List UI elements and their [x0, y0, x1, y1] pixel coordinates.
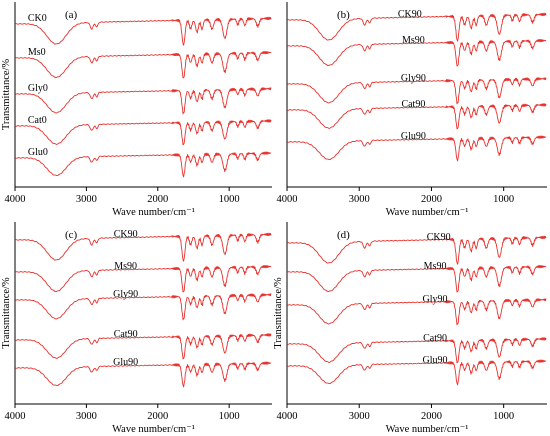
spectrum-line [287, 77, 547, 105]
series-label: Ms90 [402, 35, 425, 46]
spectrum-line [15, 264, 272, 293]
x-axis-label: Wave number/cm⁻¹ [386, 207, 469, 218]
series-label: CK90 [398, 9, 422, 20]
series-label: CK0 [28, 13, 47, 24]
series-label: Ms0 [28, 47, 46, 58]
x-tick-label: 1000 [493, 194, 514, 205]
series-label: Ms90 [114, 261, 137, 272]
spectrum-line [287, 135, 547, 162]
x-tick-label: 4000 [5, 411, 26, 422]
axis-lines [286, 222, 547, 405]
series-label: Glu90 [423, 355, 448, 366]
axis-lines [14, 222, 272, 405]
spectrum-line [15, 50, 272, 79]
spectrum-line [287, 359, 547, 386]
chart-panel-1: 4000 3000 2000 1000 Wave number/cm⁻¹ Transmit… [1, 2, 272, 218]
x-tick-label: 3000 [76, 194, 97, 205]
series-label: Cat0 [28, 115, 47, 126]
x-axis-label: Wave number/cm⁻¹ [386, 424, 469, 435]
x-tick-label: 2000 [421, 411, 442, 422]
series-label: Gly90 [423, 294, 448, 305]
series-label: Glu90 [401, 131, 426, 142]
spectrum-line [287, 337, 547, 364]
series-label: Gly90 [113, 289, 138, 300]
series-label: CK90 [427, 232, 451, 243]
chart-panel-4: 4000 3000 2000 1000 Wave number/cm⁻¹ Transmit… [273, 222, 547, 435]
series-label: Cat90 [401, 99, 425, 110]
spectrum-line [287, 264, 547, 293]
x-tick-label: 1000 [493, 411, 514, 422]
x-tick-label: 2000 [421, 194, 442, 205]
x-tick-label: 4000 [277, 411, 298, 422]
spectrum-line [287, 298, 547, 326]
series-label: Glu0 [28, 147, 48, 158]
spectrum-line [15, 232, 272, 262]
spectrum-line [15, 16, 272, 46]
panel-label: (d) [337, 229, 350, 241]
spectrum-line [15, 293, 272, 321]
x-tick-label: 4000 [5, 194, 26, 205]
axis-lines [14, 2, 272, 188]
x-tick-label: 3000 [76, 411, 97, 422]
x-tick-label: 1000 [219, 194, 240, 205]
spectrum-line [15, 361, 272, 388]
chart-panel-3: 4000 3000 2000 1000 Wave number/cm⁻¹ Transmit… [1, 222, 272, 435]
panel-label: (c) [65, 229, 78, 241]
panel-label: (a) [65, 9, 78, 21]
spectrum-line [287, 235, 547, 265]
x-tick-label: 3000 [349, 194, 370, 205]
series-label: Cat90 [114, 329, 138, 340]
series-label: CK90 [114, 229, 138, 240]
x-tick-label: 4000 [277, 194, 298, 205]
spectrum-line [15, 333, 272, 360]
panel-label: (b) [337, 9, 350, 21]
spectrum-line [15, 151, 272, 178]
spectrum-line [287, 12, 547, 42]
spectrum-line [287, 38, 547, 67]
series-label: Gly0 [28, 83, 48, 94]
series-label: Ms90 [424, 261, 447, 272]
series-label: Gly90 [401, 73, 426, 84]
spectrum-line [15, 119, 272, 146]
x-tick-label: 1000 [219, 411, 240, 422]
x-axis-label: Wave number/cm⁻¹ [112, 207, 195, 218]
x-tick-label: 2000 [147, 411, 168, 422]
y-axis-label: Transmittance/% [1, 59, 12, 131]
series-label: Glu90 [113, 357, 138, 368]
x-axis-label: Wave number/cm⁻¹ [112, 424, 195, 435]
chart-panel-2: 4000 3000 2000 1000 Wave number/cm⁻¹ (b) CK90 M… [277, 2, 547, 218]
spectrum-line [287, 103, 547, 130]
y-axis-label: Transmittance/% [273, 277, 284, 349]
y-axis-label: Transmittance/% [1, 277, 12, 349]
x-tick-label: 2000 [147, 194, 168, 205]
spectrum-line [15, 87, 272, 115]
series-label: Cat90 [423, 333, 447, 344]
x-tick-label: 3000 [349, 411, 370, 422]
